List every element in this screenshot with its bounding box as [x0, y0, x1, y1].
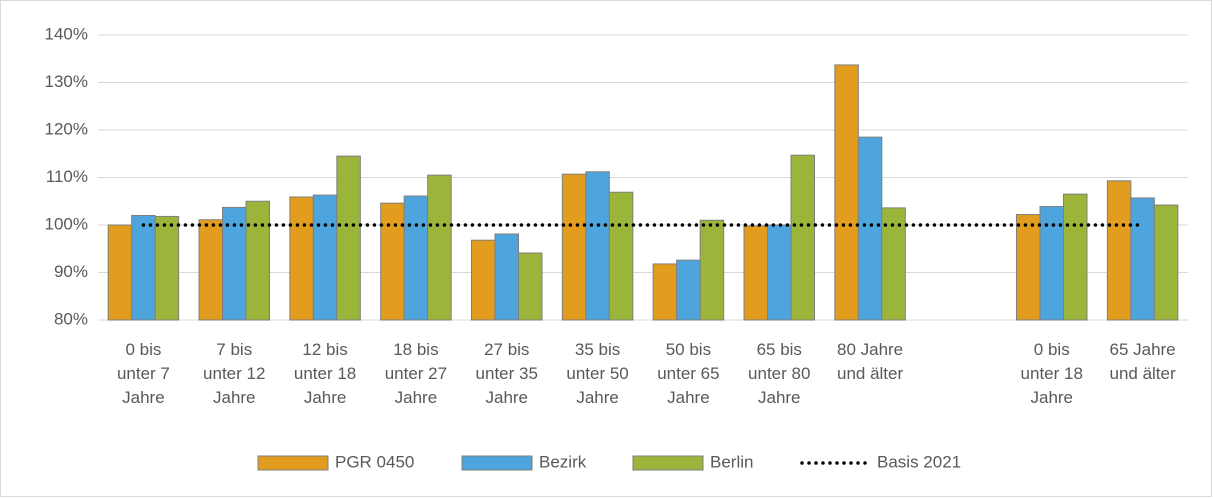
legend-label: Berlin [710, 452, 753, 471]
bar [676, 259, 701, 321]
legend-label: PGR 0450 [335, 452, 414, 471]
bar [608, 191, 634, 321]
bar [1016, 214, 1041, 321]
bar [336, 155, 361, 321]
bar [767, 224, 792, 321]
bar [1153, 204, 1179, 321]
x-tick-label: 50 bis unter 65 Jahre [657, 340, 720, 407]
bar [699, 219, 725, 321]
legend-label: Bezirk [539, 452, 587, 471]
bar [834, 64, 859, 321]
legend-swatch [257, 455, 329, 471]
x-tick-label: 35 bis unter 50 Jahre [566, 340, 629, 407]
legend-swatch [461, 455, 533, 471]
x-tick-label: 7 bis unter 12 Jahre [203, 340, 266, 407]
bar [857, 136, 883, 321]
bar [198, 219, 223, 321]
y-tick-label: 110% [46, 167, 88, 186]
bar [518, 252, 543, 321]
bar [1063, 193, 1088, 321]
legend-label: Basis 2021 [877, 452, 961, 471]
bar [790, 154, 815, 321]
bar [403, 195, 429, 321]
y-tick-label: 120% [45, 119, 88, 138]
bar [585, 171, 610, 321]
bar [881, 207, 906, 321]
y-tick-label: 100% [45, 214, 88, 233]
bar [107, 224, 133, 321]
y-tick-label: 130% [45, 72, 88, 91]
bar [1106, 180, 1132, 321]
bar [471, 239, 496, 321]
bar [245, 200, 270, 321]
x-tick-label: 80 Jahre und älter [836, 340, 904, 383]
x-tick-label: 12 bis unter 18 Jahre [293, 340, 357, 407]
y-tick-label: 80% [54, 309, 88, 328]
bar [154, 215, 180, 321]
bar [743, 225, 768, 321]
bar [312, 194, 338, 321]
x-tick-label: 27 bis unter 35 Jahre [475, 340, 538, 407]
x-tick-label: 18 bis unter 27 Jahre [384, 340, 448, 407]
x-tick-label: 65 bis unter 80 Jahre [748, 340, 811, 407]
legend-swatch [632, 455, 704, 471]
y-tick-label: 90% [54, 262, 88, 281]
bar [652, 263, 678, 321]
bar [1130, 197, 1155, 321]
bar [494, 233, 519, 321]
x-tick-label: 0 bis unter 18 Jahre [1020, 340, 1083, 407]
x-tick-label: 0 bis unter 7 Jahre [116, 340, 170, 407]
bar [131, 215, 156, 321]
bar [427, 174, 452, 321]
x-tick-label: 65 Jahre und älter [1109, 340, 1176, 383]
bar [289, 196, 314, 321]
bar [380, 202, 405, 321]
bar [561, 173, 587, 321]
y-tick-label: 140% [45, 24, 88, 43]
